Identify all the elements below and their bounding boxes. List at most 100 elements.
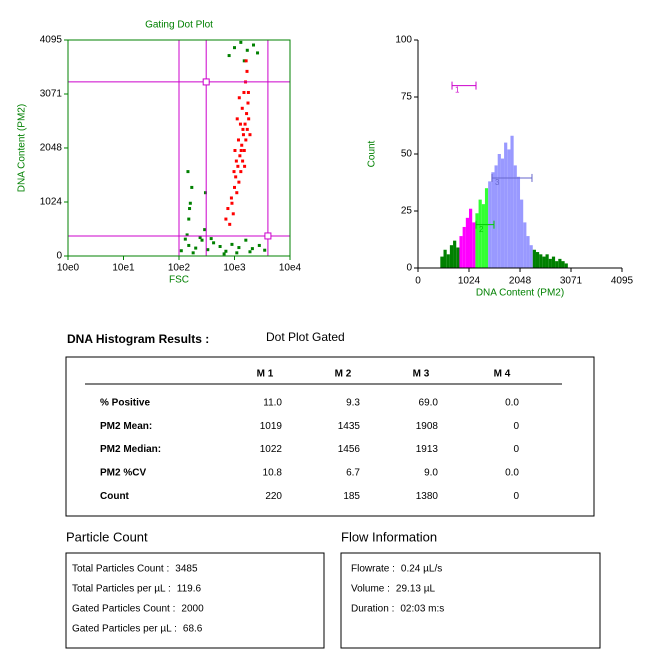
dot xyxy=(191,251,195,255)
dot xyxy=(243,164,247,168)
hist-bar xyxy=(446,254,450,268)
column-header: M 4 xyxy=(494,369,511,380)
column-header: M 3 xyxy=(413,369,430,380)
hist-bar xyxy=(484,188,489,268)
hist-bar xyxy=(510,135,514,268)
hist-bar xyxy=(551,256,556,268)
hist-bar xyxy=(539,254,543,268)
results-title: DNA Histogram Results : xyxy=(67,332,209,346)
hist-bar xyxy=(475,213,479,268)
row-label: % Positive xyxy=(100,398,150,409)
results-subtitle: Dot Plot Gated xyxy=(266,330,345,344)
cell: 0 xyxy=(513,491,519,502)
dot xyxy=(233,185,236,189)
column-header: M 1 xyxy=(257,369,274,380)
particle-box xyxy=(65,552,325,649)
hist-bar xyxy=(513,165,517,268)
info-value: 0.24 µL/s xyxy=(401,564,442,575)
dot xyxy=(234,159,238,163)
dot xyxy=(212,241,216,245)
dot xyxy=(236,164,240,168)
cell: 10.8 xyxy=(263,468,283,479)
x-tick-label: 1024 xyxy=(458,276,481,287)
hist-bar xyxy=(478,199,482,268)
dot xyxy=(200,238,204,242)
hist-bar xyxy=(564,263,568,268)
dot xyxy=(198,236,202,240)
dot xyxy=(245,112,249,116)
dot xyxy=(235,251,239,255)
results-box xyxy=(65,356,595,517)
dot xyxy=(240,106,244,110)
dot xyxy=(230,242,234,246)
dot xyxy=(244,238,248,242)
info-label: Gated Particles per µL : xyxy=(72,624,177,635)
dot xyxy=(226,207,230,211)
row-label: PM2 %CV xyxy=(100,468,146,479)
cell: 1435 xyxy=(338,421,361,432)
hist-bar xyxy=(462,226,466,268)
dot xyxy=(203,191,207,195)
x-tick-label: 10e1 xyxy=(112,263,135,274)
hist-bar xyxy=(545,254,549,268)
cell: 1022 xyxy=(260,444,283,455)
hist-bar xyxy=(516,176,521,268)
cell: 1908 xyxy=(416,421,439,432)
row-label: PM2 Mean: xyxy=(100,421,152,432)
dot xyxy=(239,40,243,44)
marker-label: 2 xyxy=(479,225,484,234)
info-label: Gated Particles Count : xyxy=(72,604,175,615)
info-value: 68.6 xyxy=(183,624,203,635)
hist-bar xyxy=(459,236,463,268)
dot xyxy=(237,180,241,184)
y-tick-label: 1024 xyxy=(40,197,63,208)
dot xyxy=(237,96,241,100)
x-axis-label: FSC xyxy=(169,275,189,286)
dot xyxy=(231,212,235,216)
y-tick-label: 100 xyxy=(395,35,412,46)
hist-bar xyxy=(465,217,470,268)
dot xyxy=(242,59,246,63)
y-tick-label: 25 xyxy=(401,206,413,217)
dot xyxy=(245,69,249,73)
cell: 1456 xyxy=(338,444,361,455)
info-value: 29.13 µL xyxy=(396,584,436,595)
dot xyxy=(248,250,252,254)
dot xyxy=(206,248,210,252)
row-label: PM2 Median: xyxy=(100,444,161,455)
y-axis-label: DNA Content (PM2) xyxy=(17,104,28,192)
info-label: Duration : xyxy=(351,604,394,615)
dot xyxy=(190,185,194,189)
hist-bar xyxy=(529,245,533,268)
dot xyxy=(228,222,232,226)
dot xyxy=(185,233,189,237)
dot xyxy=(232,170,236,174)
cell: 220 xyxy=(265,491,282,502)
marker-label: 1 xyxy=(455,86,460,95)
dot xyxy=(243,122,247,126)
hist-bar xyxy=(453,240,457,268)
x-tick-label: 10e0 xyxy=(57,263,80,274)
dot xyxy=(233,46,236,50)
column-header: M 2 xyxy=(335,369,352,380)
dot xyxy=(244,59,248,63)
dot xyxy=(256,51,260,55)
dot xyxy=(179,249,183,253)
info-value: 2000 xyxy=(181,604,204,615)
cell: 6.7 xyxy=(346,468,360,479)
y-tick-label: 0 xyxy=(406,263,412,274)
hist-bar xyxy=(469,208,473,268)
dot xyxy=(188,207,192,211)
dot xyxy=(194,246,198,250)
dot xyxy=(218,245,222,249)
dot xyxy=(224,249,228,253)
hist-bar xyxy=(504,142,508,268)
dot xyxy=(230,201,234,205)
y-tick-label: 75 xyxy=(401,92,413,103)
x-tick-label: 10e3 xyxy=(223,263,246,274)
hist-bar xyxy=(491,172,495,268)
hist-bar xyxy=(449,245,454,268)
y-tick-label: 3071 xyxy=(40,89,63,100)
